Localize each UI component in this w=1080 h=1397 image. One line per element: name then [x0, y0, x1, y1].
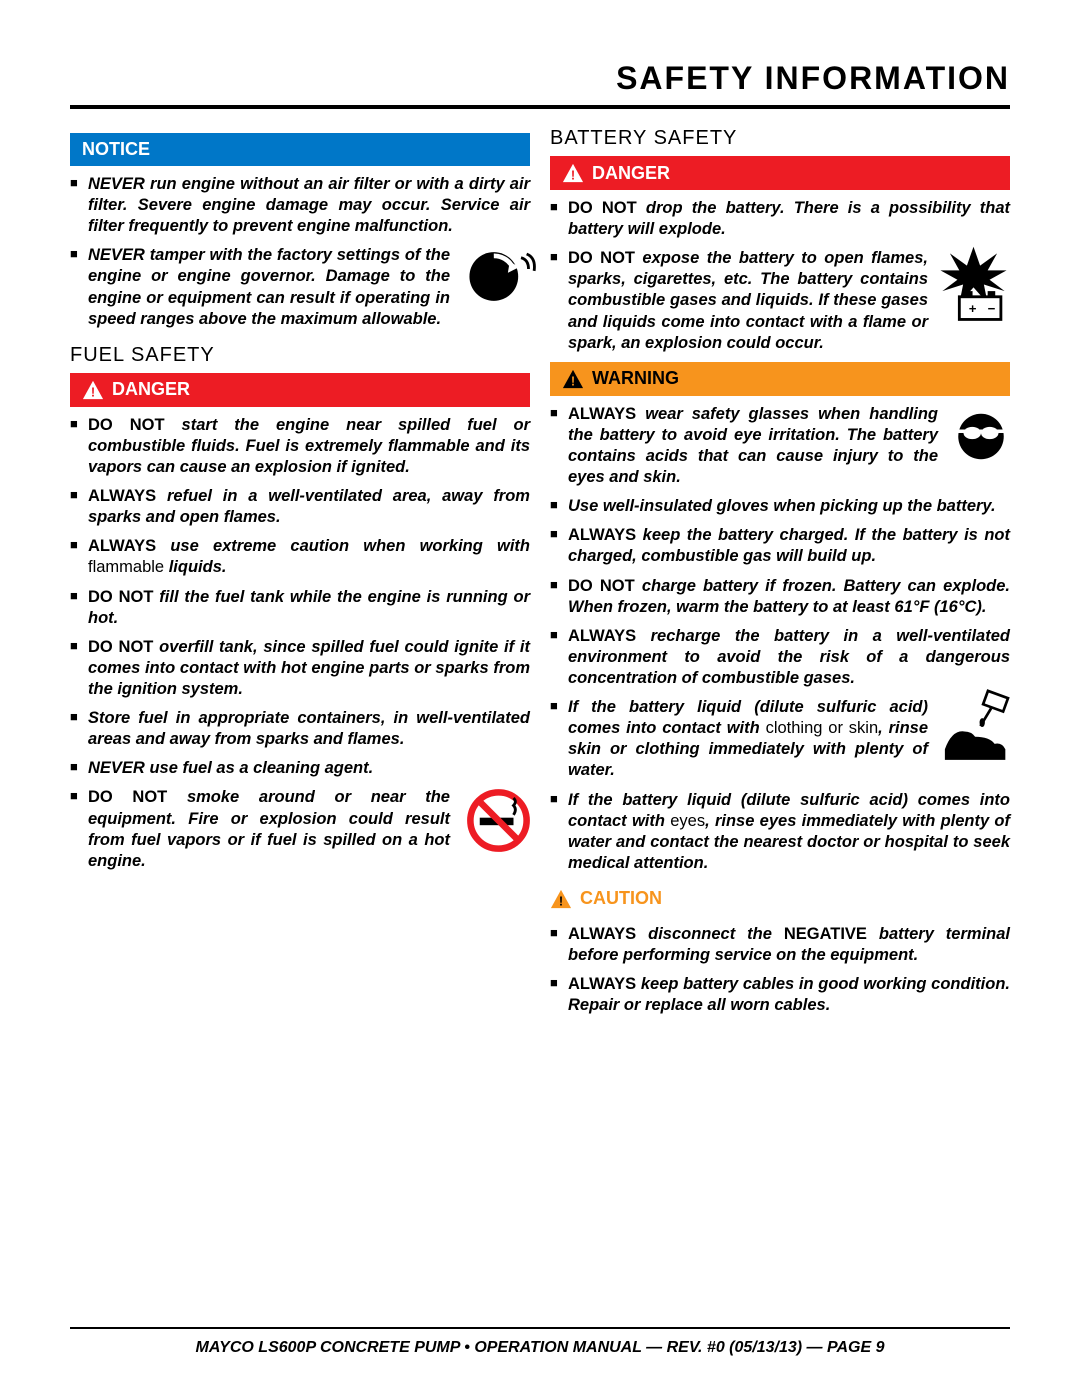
list-item: ALWAYS refuel in a well-ventilated area,… — [70, 486, 530, 528]
no-smoking-icon — [461, 783, 536, 858]
lead-word: ALWAYS — [568, 405, 636, 423]
list-item: DO NOT drop the battery. There is a poss… — [550, 198, 1010, 240]
item-text: eyes — [670, 812, 705, 830]
content-columns: NOTICE NEVER run engine without an air f… — [70, 127, 1010, 1024]
item-text: disconnect the — [648, 925, 784, 943]
list-item: If the battery liquid (dilute sulfuric a… — [550, 697, 1010, 781]
list-item: DO NOT smoke around or near the equipmen… — [70, 787, 530, 871]
lead-word: ALWAYS — [568, 526, 636, 544]
lead-word: DO NOT — [88, 588, 153, 606]
battery-danger-banner: ! DANGER — [550, 156, 1010, 190]
danger-label: DANGER — [112, 379, 190, 400]
danger-label: DANGER — [592, 163, 670, 184]
right-column: BATTERY SAFETY ! DANGER DO NOT drop the … — [550, 127, 1010, 1024]
list-item: DO NOT fill the fuel tank while the engi… — [70, 587, 530, 629]
safety-goggles-icon — [946, 398, 1016, 468]
list-item: DO NOT expose the battery to open flames… — [550, 248, 1010, 354]
lead-word: NEVER — [88, 175, 145, 193]
lead-word: DO NOT — [88, 416, 165, 434]
list-item: NEVER tamper with the factory settings o… — [70, 245, 530, 329]
list-item: DO NOT charge battery if frozen. Battery… — [550, 576, 1010, 618]
item-text: well-insulated gloves when picking up th… — [603, 497, 996, 515]
warning-triangle-icon: ! — [562, 368, 584, 390]
fuel-danger-banner: ! DANGER — [70, 373, 530, 407]
lead-word: DO NOT — [568, 199, 637, 217]
lead-word: ALWAYS — [568, 925, 636, 943]
lead-word: ALWAYS — [568, 975, 636, 993]
caution-label: CAUTION — [580, 888, 662, 909]
fuel-list: DO NOT start the engine near spilled fue… — [70, 415, 530, 872]
list-item: ALWAYS recharge the battery in a well-ve… — [550, 626, 1010, 689]
rpm-icon — [461, 239, 536, 314]
caution-banner: ! CAUTION — [550, 882, 1010, 916]
item-text: overfill tank, since spilled fuel could … — [88, 638, 530, 698]
lead-word: ALWAYS — [568, 627, 636, 645]
svg-text:−: − — [988, 301, 996, 316]
item-text: liquids. — [169, 558, 227, 576]
page-footer: MAYCO LS600P CONCRETE PUMP • OPERATION M… — [70, 1327, 1010, 1357]
warning-triangle-icon: ! — [82, 379, 104, 401]
list-item: Use well-insulated gloves when picking u… — [550, 496, 1010, 517]
svg-text:!: ! — [571, 167, 575, 182]
battery-explosion-icon: +− — [931, 242, 1016, 327]
notice-banner: NOTICE — [70, 133, 530, 166]
svg-text:+: + — [969, 301, 977, 316]
item-text: run engine without an air filter or with… — [88, 175, 530, 235]
notice-label: NOTICE — [82, 139, 150, 160]
item-text: NEGATIVE — [784, 925, 867, 943]
list-item: If the battery liquid (dilute sulfuric a… — [550, 790, 1010, 874]
left-column: NOTICE NEVER run engine without an air f… — [70, 127, 530, 1024]
lead-word: NEVER — [88, 759, 145, 777]
svg-text:!: ! — [571, 373, 575, 388]
item-text: use extreme caution when working with — [170, 537, 530, 555]
page-title: SAFETY INFORMATION — [70, 60, 1010, 109]
list-item: Store fuel in appropriate containers, in… — [70, 708, 530, 750]
list-item: ALWAYS keep battery cables in good worki… — [550, 974, 1010, 1016]
item-text: use fuel as a cleaning agent. — [149, 759, 373, 777]
svg-text:!: ! — [91, 384, 95, 399]
lead-word: DO NOT — [568, 577, 635, 595]
item-text: fill the fuel tank while the engine is r… — [88, 588, 530, 627]
battery-warning-list: ALWAYS wear safety glasses when handling… — [550, 404, 1010, 874]
list-item: ALWAYS use extreme caution when working … — [70, 536, 530, 578]
item-text: flammable — [88, 558, 169, 576]
warning-triangle-icon: ! — [550, 888, 572, 910]
list-item: ALWAYS disconnect the NEGATIVE battery t… — [550, 924, 1010, 966]
battery-danger-list: DO NOT drop the battery. There is a poss… — [550, 198, 1010, 354]
warning-label: WARNING — [592, 368, 679, 389]
rinse-gloves-icon — [936, 687, 1016, 767]
list-item: NEVER run engine without an air filter o… — [70, 174, 530, 237]
lead-word: Use — [568, 497, 598, 515]
warning-banner: ! WARNING — [550, 362, 1010, 396]
lead-word: DO NOT — [88, 638, 153, 656]
lead-word: ALWAYS — [88, 487, 156, 505]
svg-text:!: ! — [559, 893, 563, 908]
list-item: ALWAYS keep the battery charged. If the … — [550, 525, 1010, 567]
list-item: DO NOT start the engine near spilled fue… — [70, 415, 530, 478]
list-item: DO NOT overfill tank, since spilled fuel… — [70, 637, 530, 700]
battery-caution-list: ALWAYS disconnect the NEGATIVE battery t… — [550, 924, 1010, 1016]
notice-list: NEVER run engine without an air filter o… — [70, 174, 530, 330]
item-text: charge battery if frozen. Battery can ex… — [568, 577, 1010, 616]
item-text: clothing or skin — [766, 719, 879, 737]
battery-safety-heading: BATTERY SAFETY — [550, 127, 1010, 150]
list-item: NEVER use fuel as a cleaning agent. — [70, 758, 530, 779]
lead-word: ALWAYS — [88, 537, 156, 555]
item-text: Store fuel in appropriate containers, in… — [88, 709, 530, 748]
lead-word: DO NOT — [568, 249, 635, 267]
lead-word: DO NOT — [88, 788, 167, 806]
fuel-safety-heading: FUEL SAFETY — [70, 344, 530, 367]
list-item: ALWAYS wear safety glasses when handling… — [550, 404, 1010, 488]
warning-triangle-icon: ! — [562, 162, 584, 184]
lead-word: NEVER — [88, 246, 145, 264]
